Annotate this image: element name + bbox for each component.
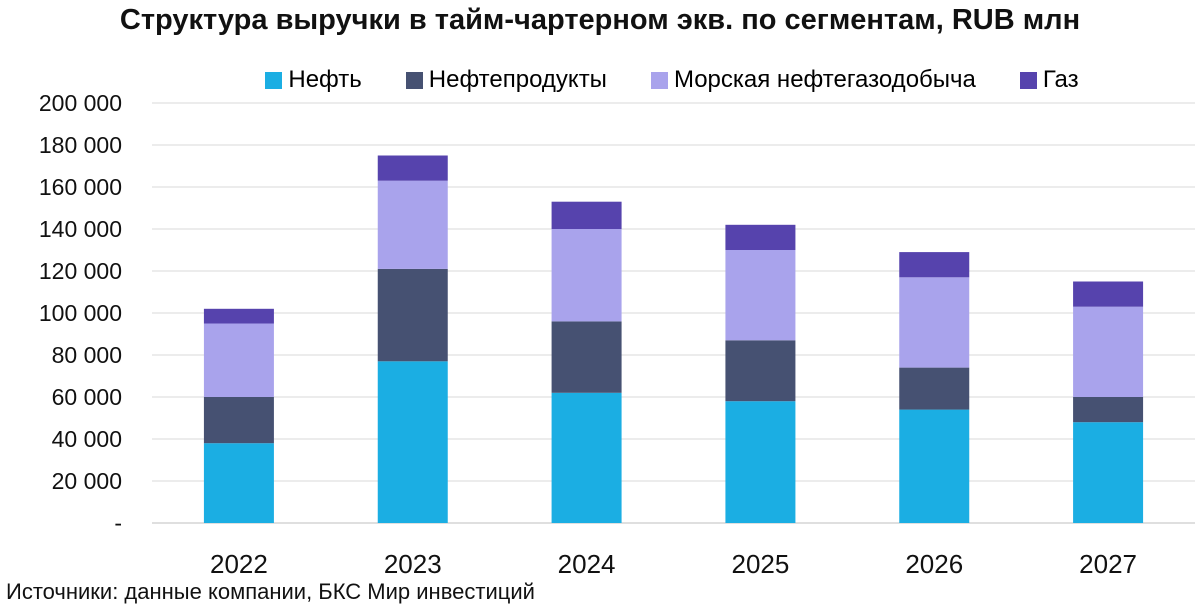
bar-2027-series-3 <box>1073 306 1144 397</box>
bar-2024-series-2 <box>551 321 622 393</box>
bar-2023-series-3 <box>377 180 448 269</box>
bar-2022-series-2 <box>203 397 274 444</box>
y-tick-label: - <box>114 510 122 536</box>
x-tick-label: 2024 <box>558 549 616 579</box>
bar-2027-series-4 <box>1073 281 1144 307</box>
bar-2026-series-4 <box>899 252 970 278</box>
legend-item: Газ <box>1019 66 1079 94</box>
y-tick-label: 160 000 <box>39 174 122 200</box>
y-tick-label: 200 000 <box>39 90 122 116</box>
bar-2024-series-4 <box>551 201 622 229</box>
x-tick-label: 2026 <box>905 549 963 579</box>
bar-2025-series-3 <box>725 250 796 341</box>
legend-item: Нефтепродукты <box>405 66 607 94</box>
y-tick-label: 140 000 <box>39 216 122 242</box>
legend-label: Морская нефтегазодобыча <box>673 66 976 93</box>
bar-2023-series-2 <box>377 268 448 362</box>
bar-2022-series-3 <box>203 323 274 397</box>
bar-2025-series-4 <box>725 224 796 250</box>
bar-2026-series-1 <box>899 409 970 523</box>
y-tick-label: 40 000 <box>52 426 122 452</box>
source-note: Источники: данные компании, БКС Мир инве… <box>6 579 535 604</box>
x-tick-label: 2023 <box>384 549 442 579</box>
bar-2025-series-1 <box>725 401 796 523</box>
chart-title: Структура выручки в тайм-чартерном экв. … <box>119 4 1081 36</box>
legend-label: Нефть <box>288 66 362 93</box>
legend-swatch <box>1019 71 1037 89</box>
legend-swatch <box>650 71 668 89</box>
y-tick-label: 180 000 <box>39 132 122 158</box>
bar-2026-series-3 <box>899 277 970 368</box>
y-tick-label: 60 000 <box>52 384 122 410</box>
y-tick-label: 100 000 <box>39 300 122 326</box>
bar-2025-series-2 <box>725 340 796 402</box>
bar-2022-series-4 <box>203 308 274 324</box>
y-tick-label: 120 000 <box>39 258 122 284</box>
x-tick-label: 2022 <box>210 549 268 579</box>
legend-label: Нефтепродукты <box>428 66 607 93</box>
bar-2023-series-1 <box>377 361 448 523</box>
legend-swatch <box>265 71 283 89</box>
bar-2026-series-2 <box>899 367 970 410</box>
legend-item: Нефть <box>265 66 362 94</box>
x-tick-label: 2025 <box>731 549 789 579</box>
bar-2022-series-1 <box>203 443 274 523</box>
legend-swatch <box>405 71 423 89</box>
y-tick-label: 20 000 <box>52 468 122 494</box>
y-tick-label: 80 000 <box>52 342 122 368</box>
bar-2027-series-2 <box>1073 397 1144 423</box>
chart-legend: Нефть Нефтепродукты Морская нефтегазодобыч… <box>152 62 1192 98</box>
legend-item: Морская нефтегазодобыча <box>650 66 976 94</box>
bar-2024-series-1 <box>551 392 622 523</box>
bar-2024-series-3 <box>551 229 622 322</box>
x-tick-label: 2027 <box>1079 549 1137 579</box>
bar-2027-series-1 <box>1073 422 1144 523</box>
bar-2023-series-4 <box>377 155 448 181</box>
legend-label: Газ <box>1042 66 1079 93</box>
